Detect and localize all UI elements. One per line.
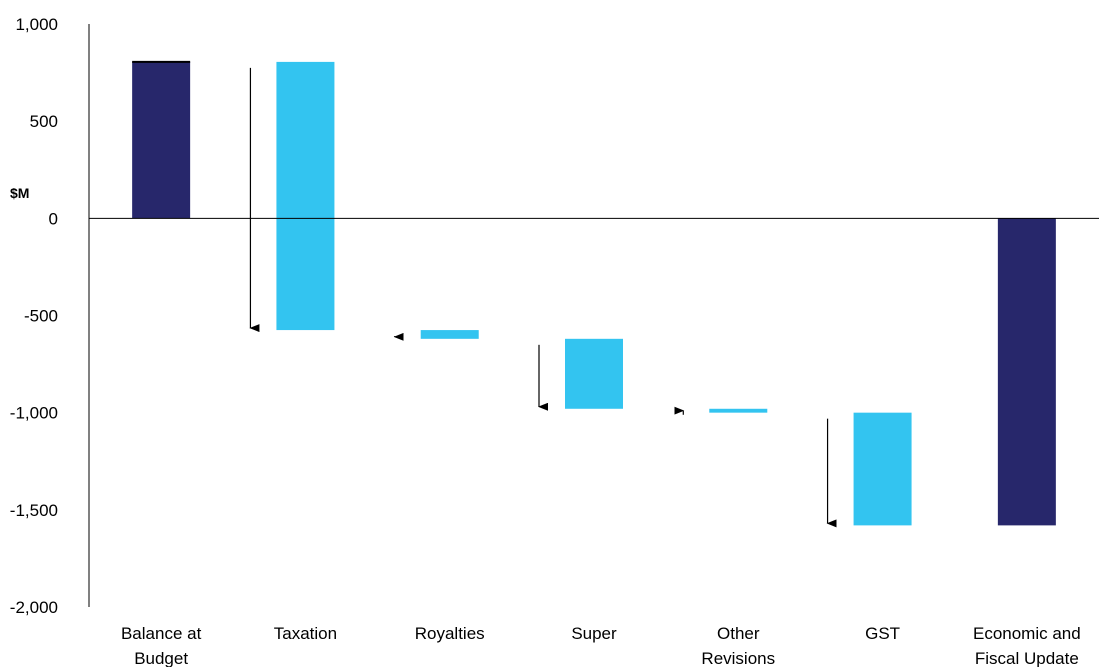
x-category-label: Royalties bbox=[415, 624, 485, 643]
total-bar bbox=[132, 61, 191, 219]
change-bar bbox=[853, 412, 912, 526]
change-bar bbox=[709, 408, 768, 413]
y-tick-label: 0 bbox=[49, 209, 58, 228]
bars bbox=[132, 60, 1056, 526]
change-bar bbox=[276, 61, 335, 331]
change-bar bbox=[565, 338, 623, 409]
y-tick-label: 1,000 bbox=[15, 15, 58, 34]
change-bar bbox=[420, 330, 479, 339]
x-category-label: Balance at Budget bbox=[121, 624, 202, 667]
x-category-label: Other Revisions bbox=[701, 624, 775, 667]
y-tick-label: -1,500 bbox=[10, 501, 58, 520]
x-category-label: Taxation bbox=[274, 624, 337, 643]
x-category-label: Super bbox=[571, 624, 617, 643]
change-arrows bbox=[249, 67, 837, 528]
x-category-label: GST bbox=[865, 624, 900, 643]
y-tick-label: -2,000 bbox=[10, 598, 58, 617]
y-tick-label: -1,000 bbox=[10, 404, 58, 423]
y-axis-unit-label: $M bbox=[10, 185, 29, 201]
x-category-label: Economic and Fiscal Update bbox=[973, 624, 1081, 667]
y-tick-label: 500 bbox=[30, 112, 58, 131]
labels: 1,000 500 0 -500 -1,000 -1,500 -2,000 Balance a… bbox=[10, 15, 1099, 667]
total-bar bbox=[997, 218, 1056, 526]
y-tick-label: -500 bbox=[24, 307, 58, 326]
